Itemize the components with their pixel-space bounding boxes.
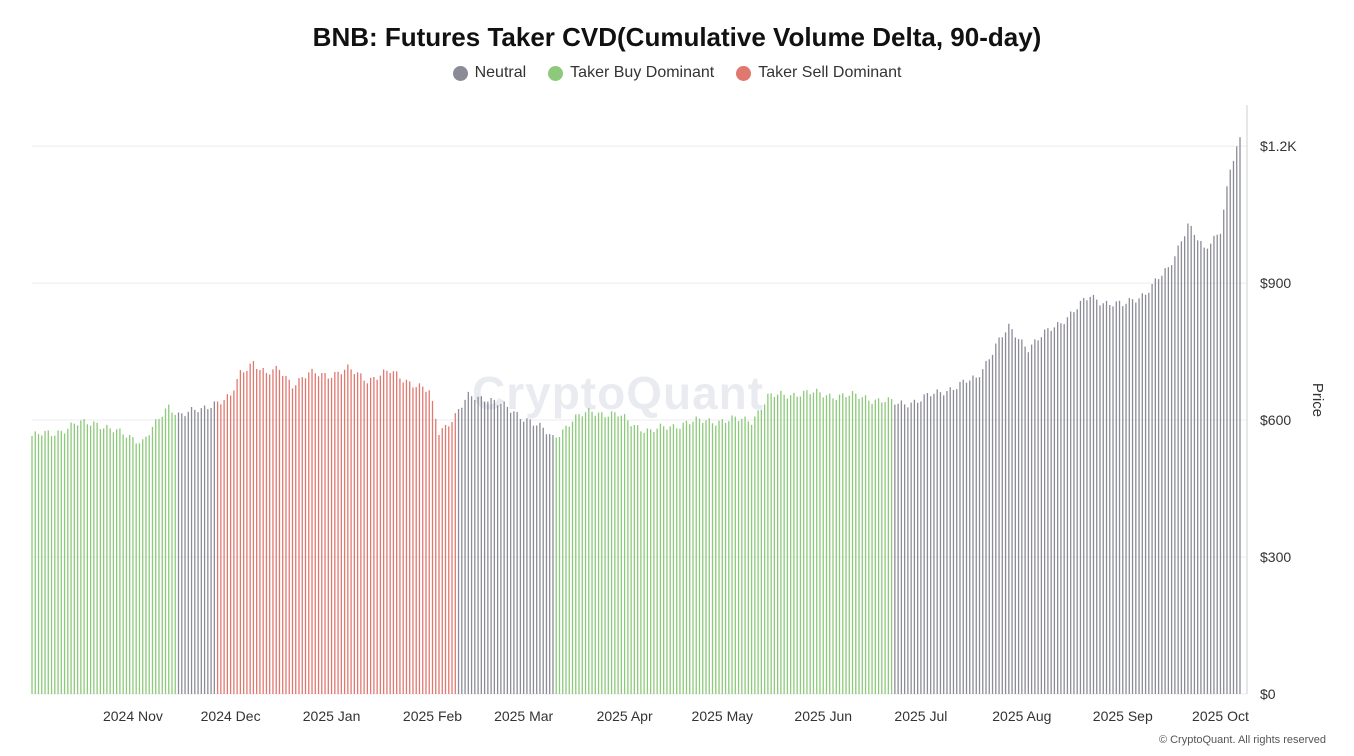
watermark: CryptoQuant bbox=[472, 367, 765, 419]
y-tick-labels: $0 $300 $600 $900 $1.2K bbox=[1260, 138, 1297, 702]
chart-title: BNB: Futures Taker CVD(Cumulative Volume… bbox=[312, 22, 1042, 52]
x-tick-label: 2025 May bbox=[692, 708, 753, 724]
y-tick-label: $1.2K bbox=[1260, 138, 1297, 154]
x-tick-label: 2024 Nov bbox=[103, 708, 163, 724]
legend-label-neutral: Neutral bbox=[474, 64, 527, 81]
x-tick-label: 2025 Mar bbox=[494, 708, 553, 724]
legend-item-taker-sell[interactable]: Taker Sell Dominant bbox=[736, 64, 901, 82]
x-tick-label: 2025 Apr bbox=[597, 708, 653, 724]
legend-dot-taker-buy bbox=[548, 65, 564, 81]
y-axis-label: Price bbox=[1309, 383, 1326, 417]
x-tick-label: 2025 Aug bbox=[992, 708, 1051, 724]
legend-item-taker-buy[interactable]: Taker Buy Dominant bbox=[548, 64, 714, 82]
y-tick-label: $0 bbox=[1260, 686, 1276, 702]
y-tick-label: $300 bbox=[1260, 549, 1291, 565]
x-tick-label: 2025 Jul bbox=[894, 708, 947, 724]
x-tick-label: 2025 Jun bbox=[794, 708, 852, 724]
legend-label-taker-sell: Taker Sell Dominant bbox=[758, 64, 902, 81]
price-bars bbox=[31, 137, 1241, 694]
y-tick-label: $600 bbox=[1260, 412, 1291, 428]
x-tick-label: 2025 Jan bbox=[303, 708, 361, 724]
legend-dot-taker-sell bbox=[736, 65, 752, 81]
chart-legend: Neutral Taker Buy Dominant Taker Sell Do… bbox=[0, 64, 1354, 82]
legend-item-neutral[interactable]: Neutral bbox=[452, 64, 527, 82]
x-tick-label: 2024 Dec bbox=[201, 708, 261, 724]
x-tick-label: 2025 Sep bbox=[1093, 708, 1153, 724]
copyright-credit: © CryptoQuant. All rights reserved bbox=[1158, 734, 1326, 746]
y-tick-label: $900 bbox=[1260, 275, 1291, 291]
x-tick-labels: 2024 Nov 2024 Dec 2025 Jan 2025 Feb 2025 Mar… bbox=[103, 708, 1249, 724]
x-tick-label: 2025 Oct bbox=[1192, 708, 1249, 724]
x-tick-label: 2025 Feb bbox=[403, 708, 462, 724]
legend-label-taker-buy: Taker Buy Dominant bbox=[570, 64, 715, 81]
legend-dot-neutral bbox=[452, 65, 468, 81]
